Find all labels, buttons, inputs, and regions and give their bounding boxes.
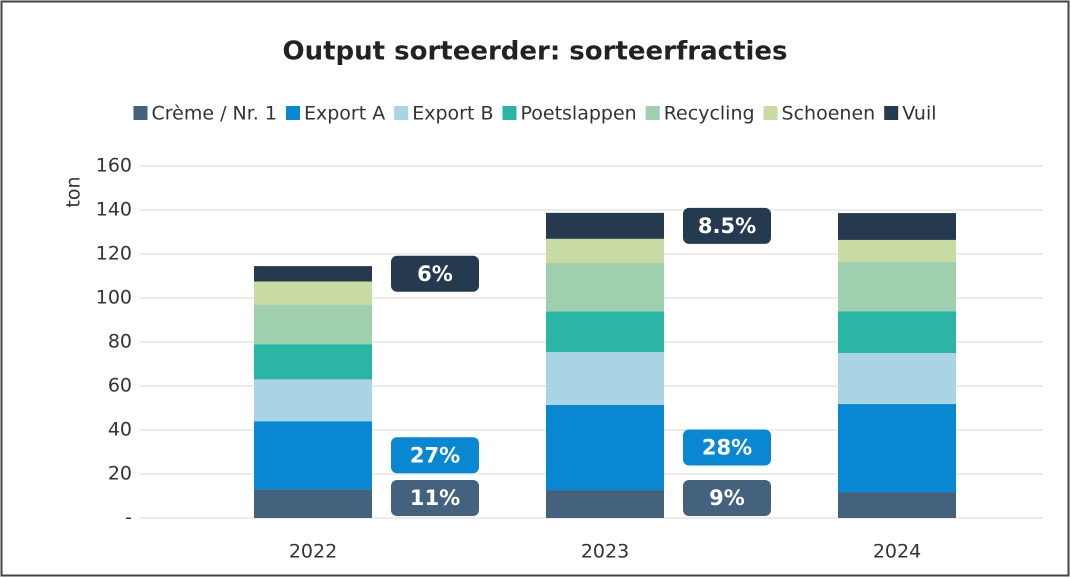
bar-segment	[254, 304, 372, 345]
bar-segment	[546, 352, 664, 405]
bar-segment	[254, 379, 372, 422]
callout-label: 9%	[709, 486, 745, 510]
bar-segment	[838, 239, 956, 262]
y-tick-label: 100	[96, 287, 132, 309]
callout-label: 8.5%	[698, 214, 756, 238]
x-tick-label: 2024	[873, 541, 921, 563]
x-tick-label: 2023	[581, 541, 629, 563]
y-tick-label: 60	[108, 375, 132, 397]
legend-label: Poetslappen	[520, 103, 636, 125]
y-tick-label: 20	[108, 463, 132, 485]
legend-label: Crème / Nr. 1	[151, 103, 276, 125]
bar-segment	[546, 212, 664, 239]
callout-box	[683, 480, 771, 516]
bar-segment	[546, 490, 664, 518]
legend-swatch	[502, 106, 517, 120]
y-axis-label: ton	[63, 176, 85, 207]
legend-label: Export A	[304, 103, 385, 125]
y-tick-label: -	[125, 507, 132, 529]
bar-segment	[546, 238, 664, 264]
y-tick-label: 120	[96, 243, 132, 265]
callout-label: 6%	[417, 262, 453, 286]
legend-label: Recycling	[664, 103, 755, 125]
bar-segment	[254, 489, 372, 518]
legend: Crème / Nr. 1 Export A Export B Poetslappen…	[133, 103, 937, 125]
legend-swatch	[285, 106, 300, 120]
bar-segment	[254, 281, 372, 305]
legend-swatch	[394, 106, 409, 120]
legend-label: Vuil	[902, 103, 936, 125]
bar-segment	[546, 311, 664, 353]
y-tick-label: 40	[108, 419, 132, 441]
legend-label: Schoenen	[782, 103, 876, 125]
callout-label: 28%	[702, 435, 752, 459]
bar-segment	[546, 263, 664, 312]
bar-segment	[838, 404, 956, 493]
legend-swatch	[133, 106, 148, 120]
bar-segment	[838, 311, 956, 353]
legend-swatch	[645, 106, 660, 120]
callout-box	[683, 207, 771, 244]
callout-label: 11%	[410, 486, 460, 510]
bar-segment	[838, 353, 956, 405]
chart-title: Output sorteerder: sorteerfracties	[282, 37, 787, 67]
bar-segment	[838, 492, 956, 518]
y-tick-label: 140	[96, 199, 132, 221]
legend-swatch	[884, 106, 899, 120]
callout-box	[391, 480, 479, 516]
x-tick-label: 2022	[289, 541, 337, 563]
bar-segment	[838, 261, 956, 312]
callout-label: 27%	[410, 443, 460, 467]
legend-label: Export B	[412, 103, 493, 125]
bar-segment	[838, 213, 956, 240]
bar-segment	[254, 421, 372, 490]
callout-box	[391, 437, 479, 474]
y-tick-label: 80	[108, 331, 132, 353]
callout-box	[683, 429, 771, 466]
callout-box	[391, 255, 479, 292]
bar-segment	[254, 266, 372, 282]
legend-swatch	[763, 106, 778, 120]
bar-segment	[546, 404, 664, 491]
bar-segment	[254, 344, 372, 380]
y-tick-label: 160	[96, 155, 132, 177]
